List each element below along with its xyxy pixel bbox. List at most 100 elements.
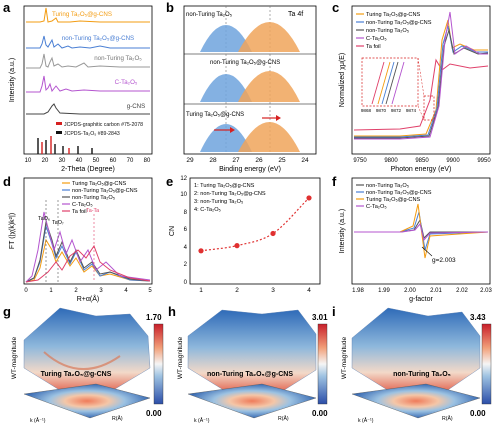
tick-label: 9868 bbox=[361, 108, 372, 113]
panel-letter: e bbox=[166, 174, 173, 189]
tick-label: 28 bbox=[209, 157, 217, 164]
tick-label: 2 bbox=[235, 287, 239, 294]
wt-floor bbox=[351, 383, 481, 419]
x-axis-label: Photon energy (eV) bbox=[391, 166, 452, 173]
tick-label: 27 bbox=[232, 157, 240, 164]
legend-label: 4: C-Ta₂O₅ bbox=[194, 207, 221, 213]
tick-label: 9870 bbox=[376, 108, 387, 113]
legend-label: C-Ta₂O₅ bbox=[366, 204, 387, 210]
y-axis-label: FT (|χ(k)k²|) bbox=[9, 213, 16, 249]
panel-letter: i bbox=[332, 304, 336, 319]
legend-label: Ta foil bbox=[72, 209, 87, 215]
ft-exafs-trace bbox=[25, 238, 151, 283]
panel-c: c 9868 9870 9872 9874 Turing Ta₂O₅@g-CNS… bbox=[332, 0, 491, 173]
tick-label: 9872 bbox=[391, 108, 402, 113]
tick-label: 9900 bbox=[446, 158, 460, 164]
axis-label: R(Å) bbox=[112, 415, 123, 422]
tick-label: 2 bbox=[74, 288, 78, 294]
legend-label: non-Turing Ta₂O₅@g-CNS bbox=[72, 188, 138, 194]
x-ticks: 1 2 3 4 bbox=[199, 287, 311, 294]
tick-label: 50 bbox=[93, 158, 100, 164]
x-ticks: 10 20 30 40 50 60 70 80 bbox=[25, 158, 151, 164]
xps-peak-4f7 bbox=[200, 124, 252, 152]
panel-a: a Turing Ta₂O₅@g-CNS non-Turing Ta₂O₅@g-… bbox=[3, 0, 153, 173]
sample-label: non-Turing Ta₂O₅ bbox=[393, 371, 451, 378]
panel-title: Ta 4f bbox=[288, 11, 303, 18]
panel-letter: c bbox=[332, 0, 339, 15]
y-axis-label: Normalized χμ(E) bbox=[339, 53, 346, 107]
panel-g: g WT-magnitude Turing Ta₂O₅@g-CNS k (Å⁻¹… bbox=[3, 304, 164, 424]
panel-i: i WT-magnitude non-Turing Ta₂O₅ k (Å⁻¹) … bbox=[332, 304, 492, 424]
cn-points bbox=[198, 195, 312, 254]
tick-label: 80 bbox=[144, 158, 151, 164]
panel-d: d TaO₆ TaO₇ Ta-Ta Turing Ta₂O₅@g-CNS non… bbox=[3, 174, 153, 303]
colorbar-min: 0.00 bbox=[146, 409, 162, 418]
z-axis-label: WT-magnitude bbox=[11, 336, 18, 379]
epr-trace bbox=[354, 222, 489, 242]
legend-label: non-Turing Ta₂O₅ bbox=[366, 183, 409, 189]
cn-data-point bbox=[270, 230, 276, 237]
legend-label: C-Ta₂O₅ bbox=[366, 36, 387, 42]
tick-label: 9950 bbox=[477, 158, 491, 164]
panel-letter: g bbox=[3, 304, 11, 319]
legend-label: non-Turing Ta₂O₅@g-CNS bbox=[62, 35, 134, 42]
xrd-labels: Turing Ta₂O₅@g-CNS non-Turing Ta₂O₅@g-CN… bbox=[52, 11, 145, 110]
colorbar-min: 0.00 bbox=[470, 409, 486, 418]
x-ticks: 29 28 27 26 25 24 bbox=[186, 157, 309, 164]
colorbar-max: 3.01 bbox=[312, 313, 328, 322]
axis-label: k (Å⁻¹) bbox=[30, 417, 46, 424]
panel-h: h WT-magnitude non-Turing Ta₂O₅@g-CNS k … bbox=[168, 304, 328, 424]
xps-peak-4f5 bbox=[238, 122, 300, 152]
tick-label: 4 bbox=[124, 288, 128, 294]
xps-peak-4f7 bbox=[200, 74, 252, 102]
tick-label: 2.03 bbox=[480, 288, 492, 294]
legend-label: Ta foil bbox=[366, 44, 381, 50]
ft-exafs-trace bbox=[25, 221, 151, 283]
wt-surface bbox=[23, 307, 151, 395]
annotation: TaO₆ bbox=[38, 216, 50, 222]
tick-label: 9800 bbox=[384, 158, 398, 164]
reference-sticks bbox=[37, 136, 93, 154]
xrd-trace-g-cns bbox=[26, 103, 150, 115]
tick-label: 2 bbox=[184, 262, 188, 268]
colorbar-max: 3.43 bbox=[470, 313, 486, 322]
wt-floor bbox=[187, 383, 317, 419]
colorbar-max: 1.70 bbox=[146, 313, 162, 322]
legend-label: Turing Ta₂O₅@g-CNS bbox=[72, 181, 127, 187]
legend-label: non-Turing Ta₂O₅@g-CNS bbox=[366, 190, 432, 196]
xrd-trace-nonturing bbox=[26, 53, 150, 69]
xanes-trace bbox=[353, 58, 489, 131]
ft-exafs-trace bbox=[25, 225, 151, 283]
xanes-trace bbox=[354, 28, 489, 139]
plot-frame bbox=[23, 5, 153, 155]
inset-frame bbox=[361, 57, 419, 107]
panel-letter: h bbox=[168, 304, 176, 319]
tick-label: 1.99 bbox=[378, 288, 390, 294]
annotation: TaO₇ bbox=[52, 220, 64, 226]
legend: Turing Ta₂O₅@g-CNS non-Turing Ta₂O₅@g-CN… bbox=[356, 12, 432, 50]
cn-data-point bbox=[306, 195, 312, 201]
tick-label: 26 bbox=[255, 157, 263, 164]
xrd-trace-turing-composite bbox=[26, 7, 150, 23]
y-ticks: 0 2 4 6 8 10 12 bbox=[180, 176, 187, 286]
colorbar-min: 0.00 bbox=[312, 409, 328, 418]
panel-letter: f bbox=[332, 174, 337, 189]
z-axis-label: WT-magnitude bbox=[341, 336, 348, 379]
x-axis-label: Binding energy (eV) bbox=[219, 166, 281, 173]
colorbar bbox=[317, 323, 328, 405]
tick-label: 12 bbox=[180, 176, 187, 182]
y-axis-label: Intensity (a.u.) bbox=[339, 209, 346, 253]
legend-label: 3: non-Turing Ta₂O₅ bbox=[194, 199, 243, 205]
reference-label: JCPDS-graphitic carbon #75-2078 bbox=[64, 122, 143, 128]
tick-label: 29 bbox=[186, 157, 194, 164]
sample-label: Turing Ta₂O₅@g-CNS bbox=[41, 371, 112, 378]
tick-label: 2.01 bbox=[430, 288, 442, 294]
inset-ticks: 9868 9870 9872 9874 bbox=[361, 108, 417, 113]
cn-data-point bbox=[198, 248, 204, 254]
tick-label: 1 bbox=[49, 288, 53, 294]
annotation: Ta-Ta bbox=[86, 208, 99, 214]
row-label: non-Turing Ta₂O₅ bbox=[186, 12, 233, 18]
tick-label: 4 bbox=[184, 245, 188, 251]
tick-label: 40 bbox=[76, 158, 83, 164]
